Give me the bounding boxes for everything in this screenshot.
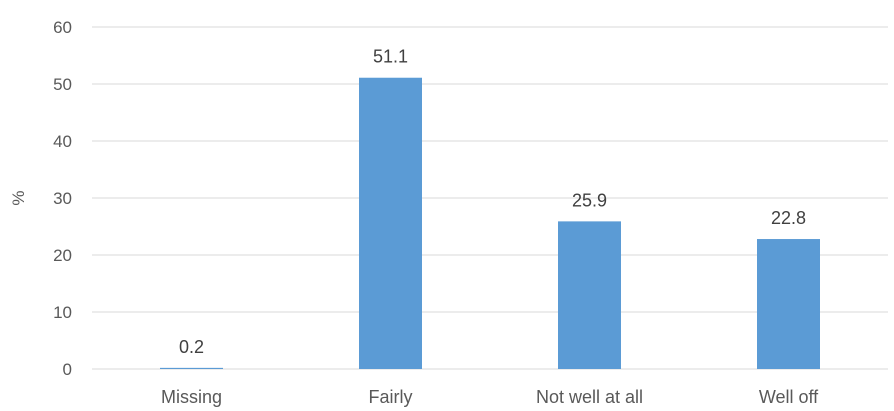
x-tick-label: Not well at all bbox=[536, 387, 643, 407]
data-label: 25.9 bbox=[572, 190, 607, 210]
y-axis-ticks: 0 10 20 30 40 50 60 bbox=[53, 18, 72, 379]
x-axis-categories: Missing Fairly Not well at all Well off bbox=[161, 387, 819, 407]
x-tick-label: Missing bbox=[161, 387, 222, 407]
bars bbox=[160, 77, 820, 369]
gridlines bbox=[92, 26, 888, 370]
data-labels: 0.2 51.1 25.9 22.8 bbox=[179, 47, 806, 357]
bar bbox=[757, 239, 820, 369]
y-tick-label: 50 bbox=[53, 75, 72, 94]
y-tick-label: 40 bbox=[53, 132, 72, 151]
x-tick-label: Fairly bbox=[369, 387, 413, 407]
bar bbox=[558, 221, 621, 369]
y-tick-label: 60 bbox=[53, 18, 72, 37]
data-label: 0.2 bbox=[179, 337, 204, 357]
data-label: 51.1 bbox=[373, 47, 408, 67]
bar bbox=[359, 77, 422, 369]
y-tick-label: 10 bbox=[53, 303, 72, 322]
y-axis-title: % bbox=[9, 190, 28, 205]
y-tick-label: 20 bbox=[53, 246, 72, 265]
x-tick-label: Well off bbox=[759, 387, 819, 407]
y-tick-label: 30 bbox=[53, 189, 72, 208]
y-tick-label: 0 bbox=[63, 360, 72, 379]
data-label: 22.8 bbox=[771, 208, 806, 228]
bar bbox=[160, 367, 223, 369]
